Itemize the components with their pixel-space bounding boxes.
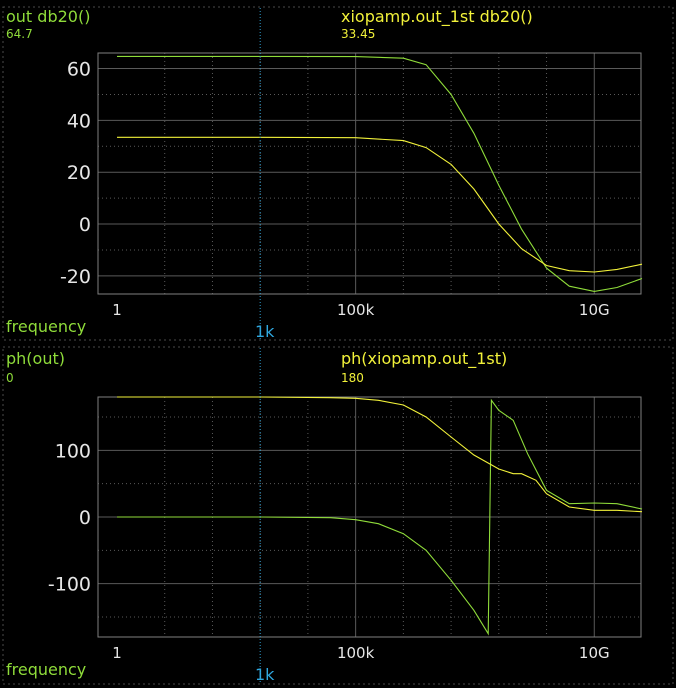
series-line-1[interactable] <box>117 55 643 292</box>
series-line-2[interactable] <box>117 136 643 273</box>
y-tick-label: -20 <box>60 266 91 288</box>
x-tick-label: 1 <box>112 301 122 319</box>
y-tick-label: 0 <box>79 507 91 529</box>
plot-area[interactable] <box>97 52 642 295</box>
plot-area[interactable] <box>97 396 642 638</box>
y-tick-label: 60 <box>67 59 91 81</box>
bottom-series-2-name[interactable]: ph(xiopamp.out_1st) <box>341 349 507 369</box>
bottom-series-1-cursor-value: 0 <box>6 371 14 385</box>
top-series-1-name[interactable]: out db20() <box>6 7 90 26</box>
series-line-2[interactable] <box>117 396 643 513</box>
top-panel-frame <box>2 6 674 341</box>
series-line-1[interactable] <box>117 398 643 636</box>
top-series-1-cursor-value: 64.7 <box>6 27 33 41</box>
top-series-2-cursor-value: 33.45 <box>341 27 375 41</box>
plot-1: 60 40 20 0 -20 1 100k 10G <box>60 8 643 340</box>
x-tick-label: 10G <box>579 301 610 319</box>
bottom-panel-frame <box>2 346 674 685</box>
x-tick-label: 10G <box>579 644 610 662</box>
bottom-series-1-name[interactable]: ph(out) <box>6 349 65 368</box>
bottom-x-axis-label: frequency <box>6 660 86 679</box>
top-cursor-label[interactable]: 1k <box>255 322 275 341</box>
y-tick-label: 0 <box>79 214 91 236</box>
y-tick-label: -100 <box>48 574 91 596</box>
y-tick-label: 100 <box>55 440 91 462</box>
top-series-2-name[interactable]: xiopamp.out_1st db20() <box>341 7 533 27</box>
x-tick-label: 100k <box>337 644 375 662</box>
y-tick-label: 40 <box>67 110 91 132</box>
bottom-cursor-label[interactable]: 1k <box>255 665 275 684</box>
plot-2: 100 0 -100 1 100k 10G <box>48 348 643 684</box>
top-x-axis-label: frequency <box>6 317 86 336</box>
x-tick-label: 100k <box>337 301 375 319</box>
y-tick-label: 20 <box>67 162 91 184</box>
x-tick-label: 1 <box>112 644 122 662</box>
bottom-series-2-cursor-value: 180 <box>341 371 364 385</box>
